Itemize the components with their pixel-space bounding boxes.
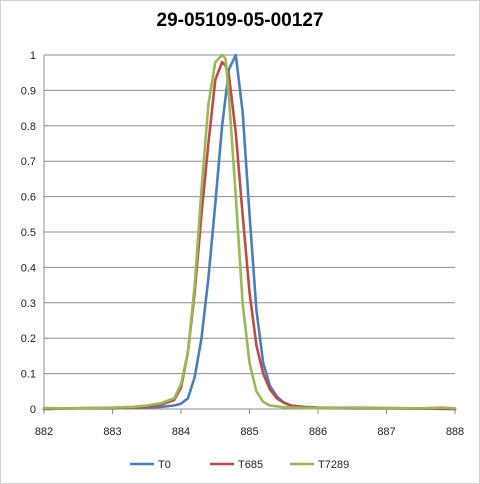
y-tick-label: 0.8 — [21, 121, 36, 133]
x-tick-label: 883 — [103, 426, 121, 438]
y-tick-label: 0 — [30, 404, 36, 416]
y-tick-label: 0.5 — [21, 227, 36, 239]
x-tick-label: 887 — [377, 426, 395, 438]
y-tick-label: 0.4 — [21, 262, 36, 274]
y-tick-label: 0.2 — [21, 333, 36, 345]
y-tick-label: 0.1 — [21, 369, 36, 381]
chart-title: 29-05109-05-00127 — [156, 10, 324, 31]
legend-label: T7289 — [318, 459, 349, 471]
x-tick-label: 886 — [309, 426, 327, 438]
y-tick-label: 0.7 — [21, 156, 36, 168]
x-tick-label: 884 — [172, 426, 190, 438]
legend-label: T685 — [238, 459, 263, 471]
x-tick-label: 882 — [35, 426, 53, 438]
y-tick-label: 0.6 — [21, 192, 36, 204]
y-tick-label: 0.9 — [21, 85, 36, 97]
legend-label: T0 — [158, 459, 171, 471]
series-line-t7289 — [42, 53, 457, 410]
y-tick-label: 1 — [30, 50, 36, 62]
x-tick-label: 888 — [446, 426, 464, 438]
x-tick-label: 885 — [240, 426, 258, 438]
y-tick-label: 0.3 — [21, 298, 36, 310]
